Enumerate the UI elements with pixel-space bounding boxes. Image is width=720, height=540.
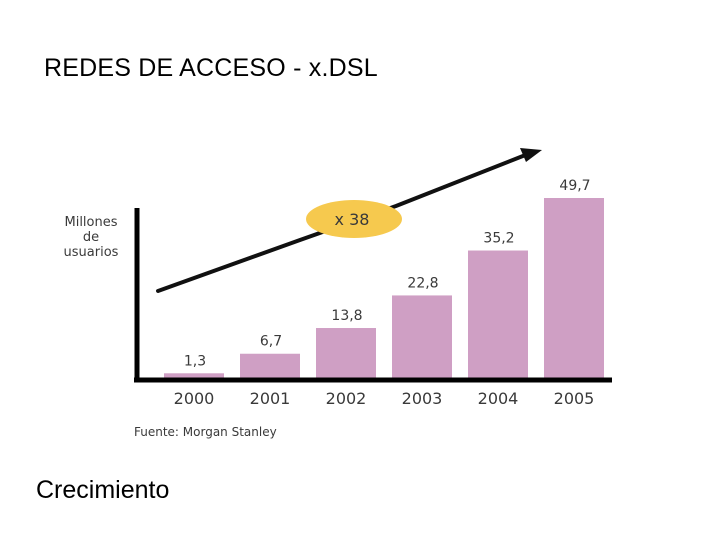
value-label-2004: 35,2 [483, 231, 514, 247]
x-tick-2002: 2002 [326, 389, 367, 408]
y-axis-label-line: usuarios [64, 245, 119, 260]
x-tick-2001: 2001 [250, 389, 291, 408]
value-label-2003: 22,8 [407, 275, 438, 291]
growth-annotation-badge [306, 200, 402, 238]
bar-2001 [240, 353, 300, 378]
value-labels-group: 1,3 6,7 13,8 22,8 35,2 49,7 [184, 178, 591, 369]
growth-arrow-head [520, 148, 542, 162]
x-tick-2000: 2000 [174, 389, 215, 408]
x-tick-labels-group: 2000 2001 2002 2003 2004 2005 [174, 389, 595, 408]
bar-2004 [468, 250, 528, 378]
chart-source-note: Fuente: Morgan Stanley [134, 425, 277, 439]
y-axis-label-line: Millones [64, 215, 117, 230]
growth-annotation-label: x 38 [335, 210, 370, 229]
value-label-2005: 49,7 [559, 178, 590, 194]
bar-2005 [544, 198, 604, 378]
bars-group [164, 198, 604, 378]
x-tick-2004: 2004 [478, 389, 519, 408]
y-axis-label-line: de [83, 230, 99, 245]
x-tick-2005: 2005 [554, 389, 595, 408]
value-label-2000: 1,3 [184, 353, 206, 369]
bar-2000 [164, 373, 224, 378]
slide-caption: Crecimiento [36, 476, 170, 504]
value-label-2002: 13,8 [331, 308, 362, 324]
slide-title: REDES DE ACCESO - x.DSL [44, 54, 378, 82]
x-tick-2003: 2003 [402, 389, 443, 408]
bar-2003 [392, 295, 452, 378]
bar-2002 [316, 328, 376, 378]
value-label-2001: 6,7 [260, 334, 282, 350]
